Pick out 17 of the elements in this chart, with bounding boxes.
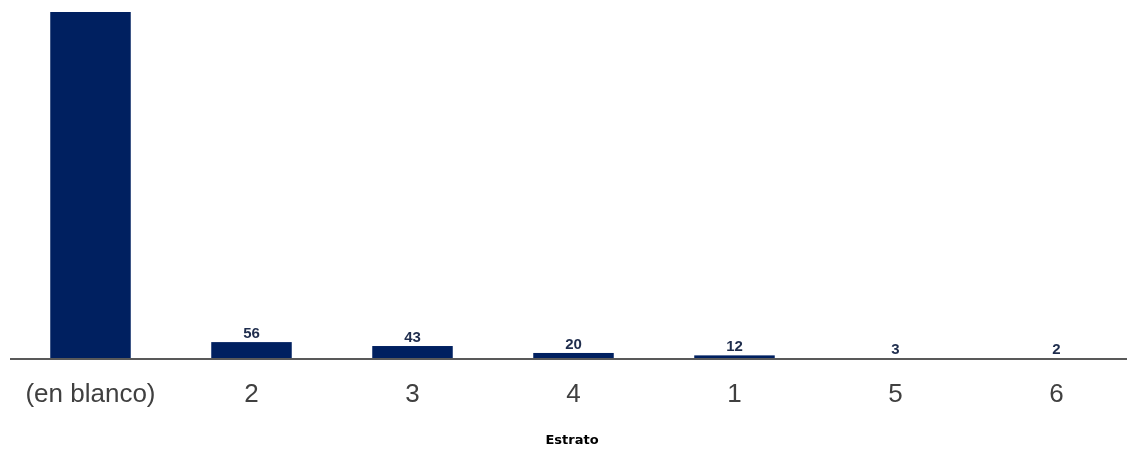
bar <box>211 342 292 359</box>
data-label: 20 <box>565 334 582 352</box>
data-label: 3 <box>891 340 900 358</box>
x-tick-label: 1 <box>727 378 742 408</box>
x-tick-label: 2 <box>244 378 259 408</box>
data-label: 43 <box>404 328 421 346</box>
x-tick-label: 3 <box>405 378 420 408</box>
data-label: 56 <box>243 324 260 342</box>
data-label: 2 <box>1052 340 1061 358</box>
bar <box>372 346 453 359</box>
x-axis-title: Estrato <box>545 432 599 447</box>
x-tick-label: 6 <box>1049 378 1064 408</box>
bar <box>50 12 131 359</box>
x-tick-label: (en blanco) <box>25 378 156 408</box>
data-label: 12 <box>726 337 743 355</box>
x-tick-label: 5 <box>888 378 903 408</box>
x-tick-label: 4 <box>566 378 581 408</box>
